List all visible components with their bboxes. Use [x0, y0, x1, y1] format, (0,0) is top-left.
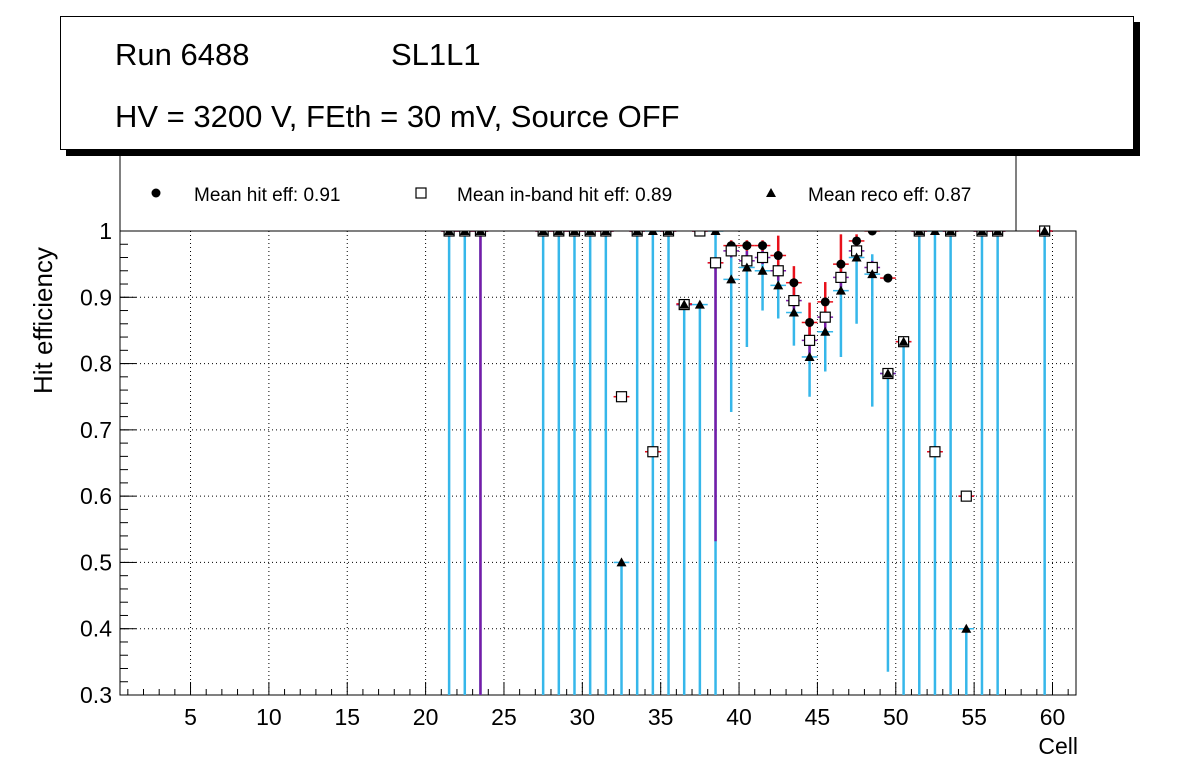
run-conditions: HV = 3200 V, FEth = 30 mV, Source OFF: [115, 99, 680, 134]
x-tick-label: 60: [1040, 704, 1066, 730]
hit-eff-point: [789, 278, 799, 288]
y-tick-label: 0.5: [80, 549, 112, 575]
x-tick-label: 5: [184, 704, 197, 730]
y-tick-label: 0.3: [80, 682, 112, 708]
y-tick-label: 1: [99, 218, 112, 244]
run-number: Run 6488: [115, 37, 250, 72]
x-tick-label: 45: [805, 704, 831, 730]
reco-eff-point: [898, 336, 909, 346]
reco-eff-point: [616, 557, 627, 567]
hit-eff-point: [852, 236, 862, 246]
y-tick-label: 0.8: [80, 351, 112, 377]
legend-entry-hit: Mean hit eff: 0.91: [151, 185, 340, 206]
hit-eff-point: [805, 317, 815, 327]
reco-eff-point: [741, 262, 752, 272]
reco-eff-point: [851, 252, 862, 262]
x-tick-label: 50: [883, 704, 909, 730]
inband-eff-point: [756, 251, 769, 264]
inband-eff-point: [960, 490, 972, 502]
reco-eff-point: [694, 299, 705, 309]
legend-label-hit: Mean hit eff: 0.91: [194, 185, 340, 206]
hit-eff-point: [773, 251, 783, 261]
reco-eff-point: [961, 623, 972, 633]
inband-eff-point: [803, 334, 816, 346]
x-tick-label: 40: [726, 704, 752, 730]
hit-eff-point: [836, 259, 846, 269]
legend-label-reco: Mean reco eff: 0.87: [808, 185, 971, 206]
y-tick-label: 0.7: [80, 417, 112, 443]
y-tick-labels: 0.3 0.4 0.5 0.6 0.7 0.8 0.9 1: [80, 218, 112, 708]
x-tick-label: 10: [256, 704, 282, 730]
legend-entry-inband: Mean in-band hit eff: 0.89: [415, 185, 672, 206]
inband-eff-point: [788, 295, 800, 307]
x-tick-label: 35: [648, 704, 674, 730]
legend-square-marker: [415, 187, 427, 199]
reco-eff-point: [882, 368, 893, 378]
layer-name: SL1L1: [391, 37, 481, 72]
y-axis-title: Hit efficiency: [28, 247, 58, 394]
inband-eff-point: [772, 265, 784, 277]
inband-eff-point: [725, 245, 737, 257]
x-tick-label: 30: [570, 704, 596, 730]
legend-entry-reco: Mean reco eff: 0.87: [766, 185, 971, 206]
reco-eff-point: [788, 307, 799, 317]
x-tick-label: 20: [413, 704, 439, 730]
hit-eff-point: [883, 273, 893, 283]
error-bars: [441, 230, 1053, 695]
inband-eff-point: [835, 271, 847, 283]
reco-eff-point: [757, 265, 768, 275]
inband-eff-point: [929, 446, 941, 458]
y-tick-label: 0.9: [80, 284, 112, 310]
x-tick-labels: 5 10 15 20 25 30 35 40 45 50 55 60: [184, 704, 1065, 730]
plot-frame: [119, 230, 1077, 696]
reco-eff-point: [773, 280, 784, 290]
y-tick-label: 0.4: [80, 616, 112, 642]
reco-eff-point: [726, 274, 737, 284]
inband-eff-point: [615, 391, 628, 403]
legend-label-inband: Mean in-band hit eff: 0.89: [457, 185, 672, 206]
reco-eff-point: [804, 351, 815, 361]
y-tick-label: 0.6: [80, 483, 112, 509]
inband-eff-point: [647, 446, 659, 458]
legend-box: [119, 152, 1017, 232]
reco-eff-point: [1039, 226, 1050, 235]
reco-eff-point: [820, 326, 831, 336]
hit-eff-point: [742, 241, 752, 251]
legend-circle-marker: [151, 188, 161, 198]
grid-lines: [120, 231, 1076, 695]
axis-ticks: [120, 230, 1069, 696]
x-tick-label: 15: [334, 704, 360, 730]
inband-eff-point: [709, 257, 722, 269]
hit-eff-point: [820, 297, 830, 307]
x-axis-title: Cell: [1038, 733, 1078, 759]
hit-eff-point: [758, 241, 768, 251]
x-tick-label: 25: [491, 704, 517, 730]
info-box: Run 6488 SL1L1 HV = 3200 V, FEth = 30 mV…: [60, 16, 1134, 150]
reco-eff-point: [835, 285, 846, 295]
reco-eff-point: [679, 299, 690, 309]
legend-triangle-marker: [766, 188, 776, 197]
reco-eff-point: [867, 269, 878, 279]
inband-eff-point: [819, 311, 831, 323]
x-tick-label: 55: [961, 704, 987, 730]
